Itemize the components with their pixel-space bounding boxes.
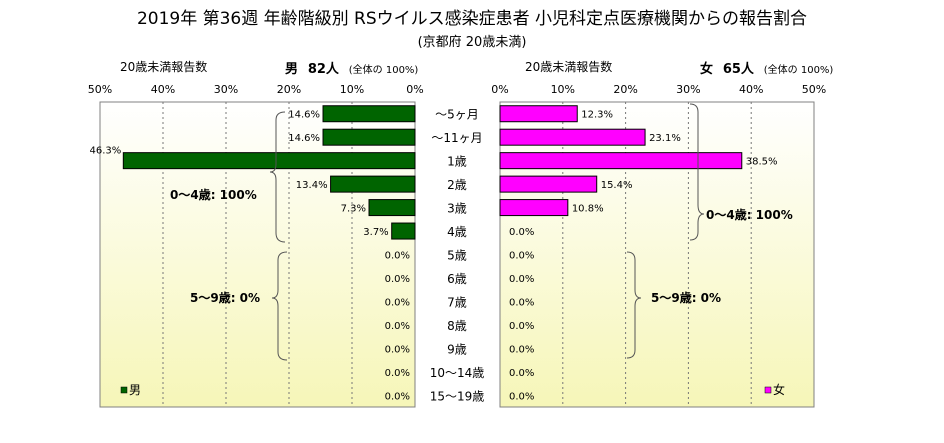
male-bar — [330, 175, 416, 193]
male-share-note: (全体の 100%) — [348, 65, 419, 76]
male-bar — [368, 199, 416, 217]
female-bar — [499, 175, 598, 193]
male-value-label: 13.4% — [296, 180, 328, 191]
female-value-label: 15.4% — [601, 180, 633, 191]
male-value-label: 0.0% — [385, 391, 410, 402]
female-0-4-annotation: 0～4歳: 100% — [706, 207, 793, 222]
female-value-label: 10.8% — [572, 204, 604, 215]
female-value-label: 0.0% — [509, 274, 534, 285]
chart-subtitle: (京都府 20歳未満) — [417, 35, 527, 50]
female-tick-label: 0% — [491, 83, 508, 96]
female-plot-area — [499, 101, 815, 408]
female-value-label: 0.0% — [509, 251, 534, 262]
female-bar — [499, 128, 646, 146]
female-axis-title: 20歳未満報告数 — [525, 60, 613, 74]
female-value-label: 23.1% — [649, 133, 681, 144]
female-value-label: 0.0% — [509, 368, 534, 379]
age-category-label: 7歳 — [447, 295, 467, 309]
male-value-label: 0.0% — [385, 344, 410, 355]
age-category-label: ～11ヶ月 — [431, 131, 482, 145]
age-category-label: 5歳 — [447, 249, 467, 263]
male-legend-label: 男 — [129, 383, 141, 397]
male-value-label: 0.0% — [385, 297, 410, 308]
male-value-label: 3.7% — [363, 227, 388, 238]
female-value-label: 0.0% — [509, 344, 534, 355]
female-share-note: (全体の 100%) — [763, 65, 834, 76]
female-bar — [499, 199, 569, 217]
female-value-label: 0.0% — [509, 321, 534, 332]
female-bar — [499, 152, 743, 170]
female-tick-label: 30% — [676, 83, 700, 96]
male-0-4-annotation: 0～4歳: 100% — [170, 187, 257, 202]
male-value-label: 0.0% — [385, 321, 410, 332]
male-0-4-bracket — [269, 111, 286, 243]
female-5-9-bracket — [626, 251, 642, 359]
age-category-label: 8歳 — [447, 319, 467, 333]
age-category-label: ～5ヶ月 — [435, 108, 479, 122]
female-legend-swatch — [764, 386, 772, 394]
male-header: 男 82人 (全体の 100%) — [285, 58, 418, 77]
female-value-label: 12.3% — [581, 110, 613, 121]
female-0-4-bracket — [689, 103, 705, 241]
male-value-label: 14.6% — [288, 110, 320, 121]
age-category-label: 15～19歳 — [430, 389, 485, 403]
female-legend-label: 女 — [773, 382, 785, 397]
female-value-label: 38.5% — [746, 157, 778, 168]
male-value-label: 7.3% — [341, 204, 366, 215]
male-value-label: 46.3% — [90, 146, 122, 157]
male-5-9-bracket — [271, 251, 288, 361]
male-plot-area — [99, 101, 416, 408]
male-sex-label: 男 — [285, 62, 299, 77]
male-bar — [322, 105, 416, 123]
male-bar — [122, 152, 416, 170]
male-value-label: 0.0% — [385, 274, 410, 285]
age-category-label: 6歳 — [447, 272, 467, 286]
male-tick-label: 20% — [277, 83, 301, 96]
male-count: 82人 — [307, 62, 339, 77]
age-category-label: 2歳 — [447, 178, 467, 192]
female-header: 女 65人 (全体の 100%) — [700, 58, 833, 77]
female-value-label: 0.0% — [509, 391, 534, 402]
male-value-label: 14.6% — [288, 133, 320, 144]
male-value-label: 0.0% — [385, 251, 410, 262]
female-tick-label: 40% — [739, 83, 763, 96]
female-sex-label: 女 — [700, 62, 714, 77]
female-count: 65人 — [722, 62, 754, 77]
male-tick-label: 40% — [151, 83, 175, 96]
female-value-label: 0.0% — [509, 227, 534, 238]
male-tick-label: 0% — [406, 83, 423, 96]
female-value-label: 0.0% — [509, 297, 534, 308]
age-category-label: 1歳 — [447, 155, 467, 169]
female-tick-label: 50% — [802, 83, 826, 96]
age-category-label: 3歳 — [447, 202, 467, 216]
age-category-label: 9歳 — [447, 342, 467, 356]
male-tick-label: 30% — [214, 83, 238, 96]
age-category-label: 4歳 — [447, 225, 467, 239]
female-tick-label: 20% — [613, 83, 637, 96]
male-axis-title: 20歳未満報告数 — [120, 60, 208, 74]
male-tick-label: 10% — [340, 83, 364, 96]
male-tick-label: 50% — [88, 83, 112, 96]
male-value-label: 0.0% — [385, 368, 410, 379]
male-bar — [391, 222, 416, 240]
female-bar — [499, 105, 578, 123]
male-legend-swatch — [120, 386, 128, 394]
female-5-9-annotation: 5～9歳: 0% — [651, 290, 721, 305]
chart-title: 2019年 第36週 年齢階級別 RSウイルス感染症患者 小児科定点医療機関から… — [136, 9, 808, 29]
male-bar — [322, 128, 416, 146]
age-category-label: 10～14歳 — [430, 366, 485, 380]
female-tick-label: 10% — [551, 83, 575, 96]
male-5-9-annotation: 5～9歳: 0% — [190, 290, 260, 305]
